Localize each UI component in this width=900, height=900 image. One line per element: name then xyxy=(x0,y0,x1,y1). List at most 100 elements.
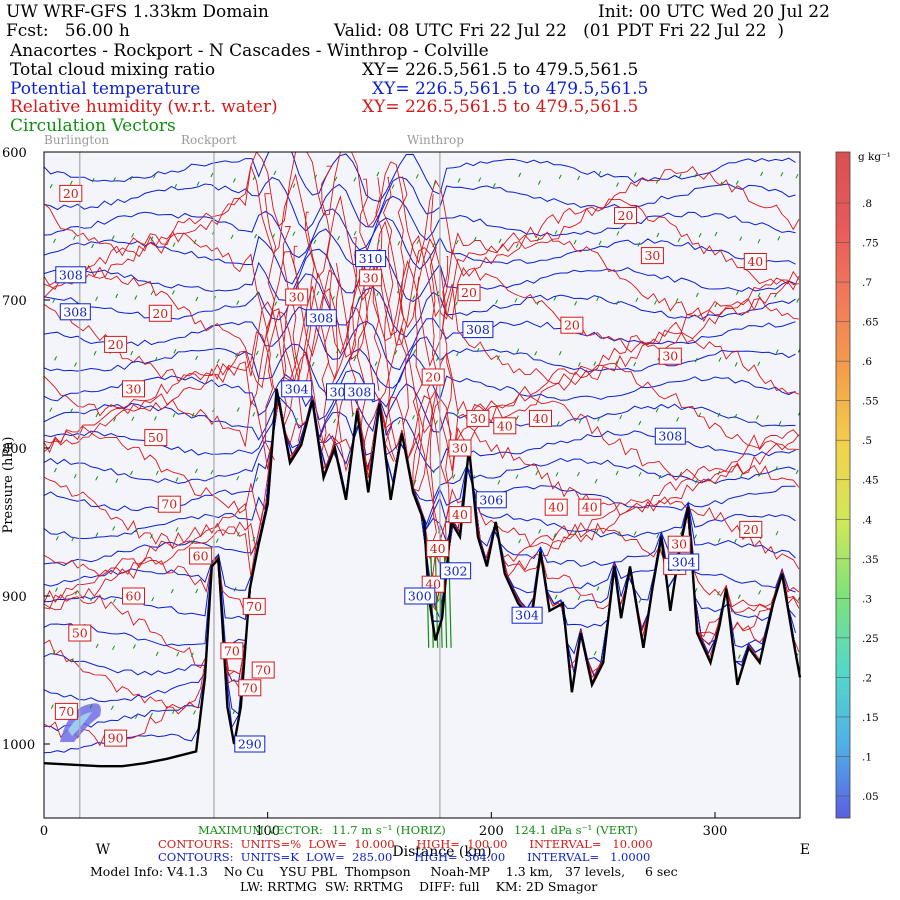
vector-arrow xyxy=(655,407,659,413)
vector-arrow xyxy=(53,467,57,473)
vector-arrow xyxy=(336,348,340,354)
vector-arrow xyxy=(476,347,480,353)
theta-contour xyxy=(44,217,796,285)
rh-label: 20 xyxy=(560,316,584,334)
rh-label: 30 xyxy=(122,380,145,398)
vector-arrow xyxy=(55,536,59,541)
theta-label: 308 xyxy=(462,321,494,339)
vector-arrow xyxy=(633,172,637,177)
vector-arrow xyxy=(113,417,117,422)
vector-arrow xyxy=(619,414,623,420)
rh-contour-spike xyxy=(304,211,315,390)
vector-arrow xyxy=(718,357,722,362)
vector-arrow xyxy=(596,296,600,302)
vector-arrow xyxy=(774,293,778,298)
city-label-burlington: Burlington xyxy=(44,133,110,147)
vector-arrow xyxy=(735,290,739,296)
svg-text:20: 20 xyxy=(618,208,634,223)
vector-arrow xyxy=(638,472,642,477)
vector-arrow xyxy=(733,538,737,544)
vector-arrow xyxy=(172,709,175,715)
vector-arrow xyxy=(516,348,520,354)
vector-arrow xyxy=(396,288,400,294)
svg-text:30: 30 xyxy=(452,441,468,456)
vector-arrow xyxy=(254,233,258,239)
field-cloud-xy: XY= 226.5,561.5 to 479.5,561.5 xyxy=(362,60,639,80)
rh-contour xyxy=(44,389,800,490)
vector-arrow xyxy=(558,350,562,356)
vector-arrow xyxy=(615,470,619,476)
vector-arrow xyxy=(49,407,53,412)
vector-arrow xyxy=(578,419,582,424)
vector-arrow xyxy=(593,650,597,656)
vector-arrow xyxy=(694,587,698,593)
vector-arrow xyxy=(518,172,522,178)
colorbar-tick-label: .8 xyxy=(862,198,872,210)
vector-arrow xyxy=(637,242,641,247)
rh-contour xyxy=(44,235,800,391)
svg-text:308: 308 xyxy=(658,429,682,444)
theta-contour xyxy=(44,383,796,441)
vector-arrow xyxy=(150,712,153,718)
vector-arrow xyxy=(91,243,95,249)
vector-arrow xyxy=(195,355,199,361)
vector-arrow xyxy=(536,237,540,242)
vector-arrow xyxy=(191,539,195,545)
colorbar-tick-label: .35 xyxy=(862,554,879,566)
theta-label: 306 xyxy=(475,491,507,509)
x-end-label-west: W xyxy=(96,842,111,858)
max-vector-vert: 124.1 dPa s⁻¹ (VERT) xyxy=(514,823,638,837)
rh-label: 50 xyxy=(68,624,92,642)
rh-contour-spike xyxy=(264,193,277,461)
rh-contour xyxy=(44,397,800,553)
rh-contour xyxy=(44,259,799,407)
y-tick-label: 900 xyxy=(2,590,27,605)
vector-arrow xyxy=(376,291,380,296)
colorbar-tick-label: .45 xyxy=(862,475,879,487)
rh-label: 40 xyxy=(448,506,472,524)
vector-arrow xyxy=(758,590,762,595)
vector-arrow xyxy=(89,704,93,709)
vector-arrow xyxy=(633,361,637,367)
vector-arrow xyxy=(95,412,99,418)
y-tick-label: 600 xyxy=(2,146,27,161)
vector-arrow xyxy=(554,230,558,235)
vector-arrow xyxy=(316,290,320,296)
vector-arrow xyxy=(734,413,738,419)
rh-label: 20 xyxy=(148,304,172,322)
vector-arrow xyxy=(331,296,335,301)
svg-text:290: 290 xyxy=(238,737,262,752)
vector-arrow xyxy=(454,301,458,306)
rh-contour-spike xyxy=(321,165,333,451)
rh-contour xyxy=(44,395,800,528)
vector-arrow xyxy=(457,178,461,183)
vector-arrow xyxy=(757,238,761,244)
max-vector-horiz: 11.7 m s⁻¹ (HORIZ) xyxy=(332,823,446,837)
theta-contour xyxy=(44,353,796,421)
rh-label: 20 xyxy=(739,520,763,538)
vector-arrow xyxy=(255,350,259,356)
colorbar-tick-label: .5 xyxy=(862,435,872,447)
theta-contour xyxy=(44,248,796,303)
vector-arrow xyxy=(110,705,114,711)
vector-arrow xyxy=(597,416,601,422)
svg-text:70: 70 xyxy=(224,643,240,658)
svg-text:40: 40 xyxy=(548,500,564,515)
vector-arrow xyxy=(172,412,176,418)
theta-label: 300 xyxy=(404,587,436,605)
svg-text:304: 304 xyxy=(285,381,309,396)
vector-arrow xyxy=(295,417,298,423)
svg-text:20: 20 xyxy=(461,285,477,300)
vector-arrow xyxy=(734,362,738,367)
vector-arrow xyxy=(638,598,642,603)
theta-contour xyxy=(44,396,796,502)
x-tick-label: 300 xyxy=(703,824,728,839)
vector-arrow xyxy=(194,468,198,474)
rh-contour-spike xyxy=(383,176,395,462)
vector-arrow xyxy=(553,533,557,538)
vector-arrow xyxy=(95,296,99,301)
rh-label: 70 xyxy=(54,702,78,720)
vector-arrow xyxy=(129,175,133,181)
vector-arrow xyxy=(594,478,598,484)
